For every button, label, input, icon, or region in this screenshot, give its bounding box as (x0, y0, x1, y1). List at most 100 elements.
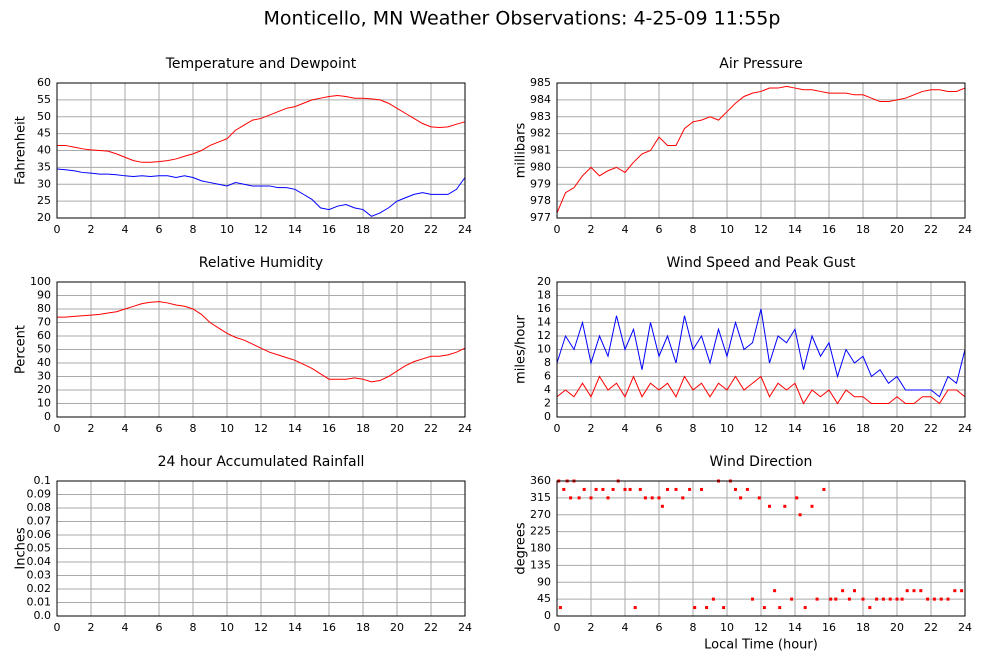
x-tick-label: 8 (190, 621, 197, 634)
y-tick-label: 977 (530, 211, 551, 224)
y-tick-label: 315 (530, 491, 551, 504)
y-tick-label: 35 (37, 160, 51, 173)
x-tick-label: 2 (88, 223, 95, 236)
data-point (841, 589, 845, 593)
data-point (895, 597, 899, 601)
y-tick-label: 225 (530, 525, 551, 538)
chart-title: 24 hour Accumulated Rainfall (158, 454, 365, 470)
data-point (888, 597, 892, 601)
x-tick-label: 22 (424, 223, 438, 236)
y-tick-label: 984 (530, 93, 551, 106)
x-tick-label: 16 (322, 223, 336, 236)
y-tick-label: 80 (37, 302, 51, 315)
y-axis-label: Percent (14, 325, 29, 374)
y-tick-label: 982 (530, 127, 551, 140)
data-point (693, 606, 697, 610)
y-tick-label: 90 (537, 575, 551, 588)
data-point (700, 487, 703, 491)
chart: Wind Direction degrees Local Time (hour) 0 2… (514, 454, 973, 653)
chart-title: Temperature and Dewpoint (165, 56, 357, 72)
data-point (582, 487, 586, 491)
data-point (666, 487, 669, 491)
x-tick-label: 24 (458, 223, 472, 236)
plot-frame (556, 480, 966, 617)
x-tick-label: 14 (288, 621, 302, 634)
data-point (946, 597, 950, 601)
y-tick-label: 90 (37, 289, 51, 302)
x-tick-label: 16 (322, 621, 336, 634)
x-tick-label: 18 (856, 422, 870, 435)
y-tick-label: 4 (544, 383, 551, 396)
y-tick-label: 10 (537, 343, 551, 356)
data-point (783, 504, 787, 508)
data-point (822, 487, 826, 491)
x-tick-label: 18 (356, 621, 370, 634)
x-tick-label: 10 (220, 422, 234, 435)
x-tick-label: 20 (390, 621, 404, 634)
x-tick-label: 0 (54, 621, 61, 634)
data-point (681, 496, 685, 500)
y-tick-label: 0.05 (27, 542, 52, 555)
data-line (56, 168, 466, 217)
data-point (853, 589, 856, 593)
y-tick-label: 980 (530, 160, 551, 173)
data-point (932, 597, 936, 601)
y-tick-label: 135 (530, 558, 551, 571)
x-tick-label: 4 (622, 422, 629, 435)
chart-title: Air Pressure (719, 56, 802, 72)
y-tick-label: 50 (37, 343, 51, 356)
x-tick-label: 18 (356, 422, 370, 435)
data-point (778, 606, 782, 610)
x-tick-label: 8 (690, 621, 697, 634)
data-point (912, 589, 916, 593)
y-tick-label: 6 (544, 370, 551, 383)
x-tick-label: 2 (88, 422, 95, 435)
data-point (762, 606, 766, 610)
data-point (601, 487, 605, 491)
y-tick-label: 40 (37, 356, 51, 369)
y-tick-label: 0 (544, 410, 551, 423)
y-tick-label: 20 (37, 211, 51, 224)
y-tick-label: 20 (37, 383, 51, 396)
y-tick-label: 0.01 (27, 596, 52, 609)
x-tick-label: 10 (220, 223, 234, 236)
y-tick-label: 45 (37, 127, 51, 140)
y-tick-label: 50 (37, 110, 51, 123)
data-point (834, 597, 838, 601)
x-tick-label: 24 (958, 422, 972, 435)
x-tick-label: 24 (458, 422, 472, 435)
x-tick-label: 12 (254, 223, 268, 236)
x-tick-label: 14 (288, 422, 302, 435)
y-tick-label: 0.0 (34, 609, 52, 622)
y-tick-label: 14 (537, 316, 551, 329)
chart-title: Wind Direction (710, 454, 813, 470)
data-line (57, 301, 466, 383)
y-tick-label: 0.08 (27, 501, 52, 514)
y-tick-label: 981 (530, 144, 551, 157)
x-tick-label: 2 (88, 621, 95, 634)
x-tick-label: 22 (924, 223, 938, 236)
x-tick-label: 12 (754, 422, 768, 435)
data-point (803, 606, 807, 610)
plot-frame (556, 82, 966, 219)
x-tick-label: 18 (856, 223, 870, 236)
x-tick-label: 6 (656, 223, 663, 236)
data-point (953, 589, 957, 593)
x-tick-label: 10 (720, 422, 734, 435)
data-point (628, 487, 632, 491)
y-tick-label: 70 (37, 316, 51, 329)
data-point (795, 496, 799, 500)
y-axis-label: degrees (514, 522, 529, 575)
data-point (875, 597, 879, 601)
data-point (960, 589, 964, 593)
x-tick-label: 20 (390, 422, 404, 435)
data-line (556, 85, 966, 214)
x-tick-label: 12 (754, 223, 768, 236)
data-point (577, 496, 581, 500)
x-tick-label: 4 (122, 621, 129, 634)
x-tick-label: 8 (190, 422, 197, 435)
y-tick-label: 2 (544, 397, 551, 410)
data-point (900, 597, 904, 601)
